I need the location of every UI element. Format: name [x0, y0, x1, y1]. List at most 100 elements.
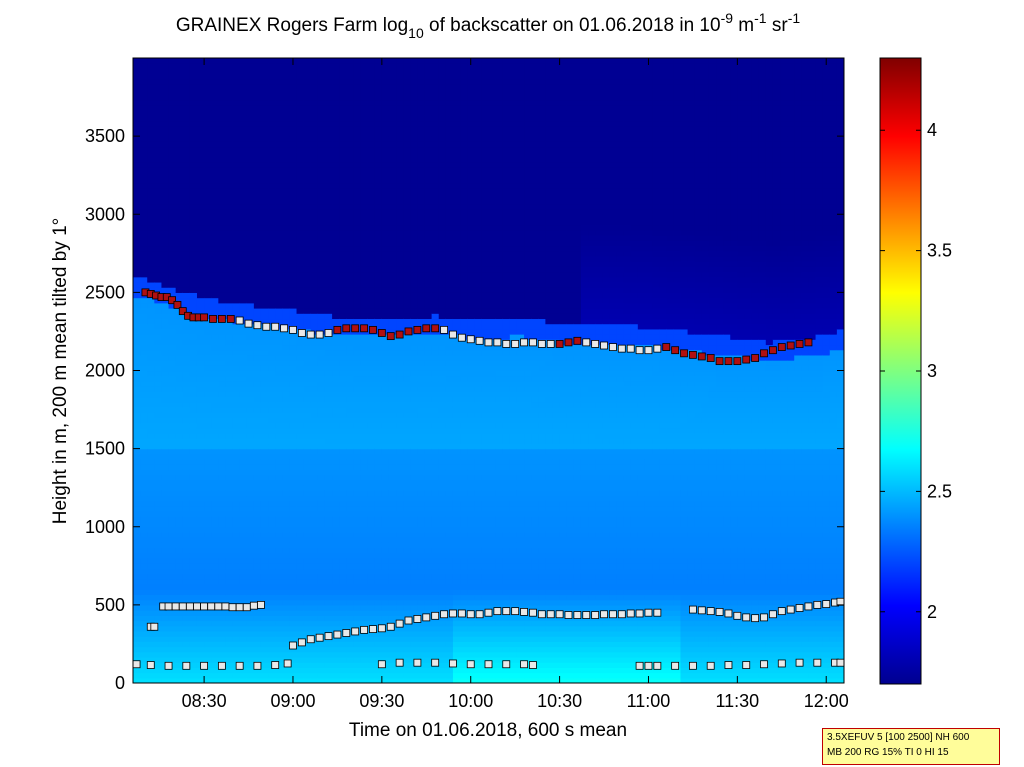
heatmap-cell: [189, 443, 198, 450]
heatmap-cell: [246, 177, 255, 184]
heatmap-cell: [225, 308, 234, 314]
heatmap-cell: [346, 360, 355, 366]
heatmap-cell: [282, 417, 291, 424]
heatmap-cell: [410, 433, 418, 439]
heatmap-cell: [196, 370, 205, 377]
heatmap-cell: [196, 667, 205, 674]
heatmap-cell: [268, 84, 276, 90]
heatmap-cell: [196, 214, 205, 221]
heatmap-cell: [317, 292, 326, 299]
heatmap-cell: [396, 323, 404, 330]
heatmap-cell: [253, 292, 262, 299]
heatmap-cell: [275, 401, 283, 408]
heatmap-cell: [182, 469, 191, 476]
heatmap-cell: [204, 526, 212, 533]
heatmap-cell: [396, 500, 404, 507]
heatmap-cell: [303, 188, 312, 195]
heatmap-cell: [317, 156, 326, 163]
heatmap-cell: [189, 542, 198, 549]
heatmap-cell: [388, 573, 397, 580]
heatmap-cell: [211, 417, 219, 424]
heatmap-cell: [310, 78, 319, 85]
heatmap-cell: [282, 183, 291, 189]
heatmap-cell: [225, 224, 234, 231]
heatmap-cell: [282, 594, 291, 601]
heatmap-cell: [360, 500, 369, 507]
heatmap-cell: [275, 271, 283, 278]
heatmap-cell: [303, 568, 312, 575]
heatmap-cell: [225, 495, 234, 502]
heatmap-cell: [410, 599, 418, 606]
heatmap-cell: [324, 287, 333, 293]
heatmap-cell: [339, 516, 347, 523]
heatmap-cell: [296, 521, 305, 528]
heatmap-cell: [147, 313, 155, 320]
heatmap-cell: [211, 656, 219, 663]
heatmap-cell: [303, 89, 312, 96]
heatmap-cell: [189, 464, 198, 471]
heatmap-cell: [189, 151, 198, 158]
heatmap-cell: [168, 500, 177, 507]
heatmap-cell: [161, 58, 170, 64]
heatmap-cell: [211, 667, 219, 674]
heatmap-cell: [381, 349, 390, 356]
heatmap-cell: [225, 334, 234, 340]
heatmap-cell: [410, 563, 418, 570]
heatmap-cell: [388, 578, 397, 585]
heatmap-cell: [246, 417, 255, 424]
heatmap-cell: [275, 531, 283, 538]
heatmap-cell: [140, 406, 148, 413]
heatmap-cell: [424, 610, 433, 616]
heatmap-cell: [239, 354, 248, 361]
heatmap-cell: [324, 344, 333, 351]
heatmap-cell: [353, 646, 362, 653]
heatmap-cell: [196, 552, 205, 559]
heatmap-cell: [317, 516, 326, 523]
heatmap-cell: [403, 610, 411, 616]
heatmap-cell: [339, 375, 347, 382]
heatmap-cell: [218, 380, 227, 387]
heatmap-cell: [140, 141, 148, 148]
heatmap-cell: [339, 495, 347, 502]
heatmap-cell: [310, 172, 319, 179]
heatmap-cell: [218, 542, 227, 549]
heatmap-cell: [367, 672, 376, 679]
heatmap-cell: [140, 417, 148, 424]
heatmap-cell: [189, 120, 198, 127]
heatmap-cell: [346, 469, 355, 476]
heatmap-cell: [175, 193, 184, 200]
heatmap-cell: [225, 412, 234, 418]
heatmap-cell: [367, 396, 376, 403]
heatmap-cell: [388, 500, 397, 507]
heatmap-cell: [360, 526, 369, 533]
heatmap-cell: [346, 578, 355, 585]
heatmap-cell: [324, 651, 333, 658]
heatmap-cell: [161, 120, 170, 127]
heatmap-cell: [289, 209, 298, 215]
heatmap-cell: [260, 255, 269, 262]
heatmap-cell: [403, 261, 411, 267]
heatmap-cell: [381, 391, 390, 398]
heatmap-cell: [282, 380, 291, 387]
heatmap-cell: [296, 505, 305, 512]
heatmap-cell: [268, 318, 276, 325]
heatmap-cell: [268, 287, 276, 293]
heatmap-cell: [289, 542, 298, 549]
heatmap-cell: [396, 297, 404, 304]
heatmap-cell: [296, 120, 305, 127]
heatmap-cell: [189, 110, 198, 116]
heatmap-cell: [196, 219, 205, 226]
heatmap-cell: [388, 516, 397, 523]
heatmap-cell: [296, 318, 305, 325]
heatmap-cell: [218, 427, 227, 434]
heatmap-cell: [133, 672, 141, 679]
heatmap-cell: [289, 474, 298, 481]
heatmap-cell: [403, 125, 411, 132]
heatmap-cell: [175, 448, 184, 455]
heatmap-cell: [275, 526, 283, 533]
heatmap-cell: [182, 235, 191, 241]
heatmap-cell: [289, 146, 298, 153]
heatmap-cell: [225, 141, 234, 148]
heatmap-cell: [417, 313, 426, 320]
heatmap-cell: [239, 625, 248, 632]
